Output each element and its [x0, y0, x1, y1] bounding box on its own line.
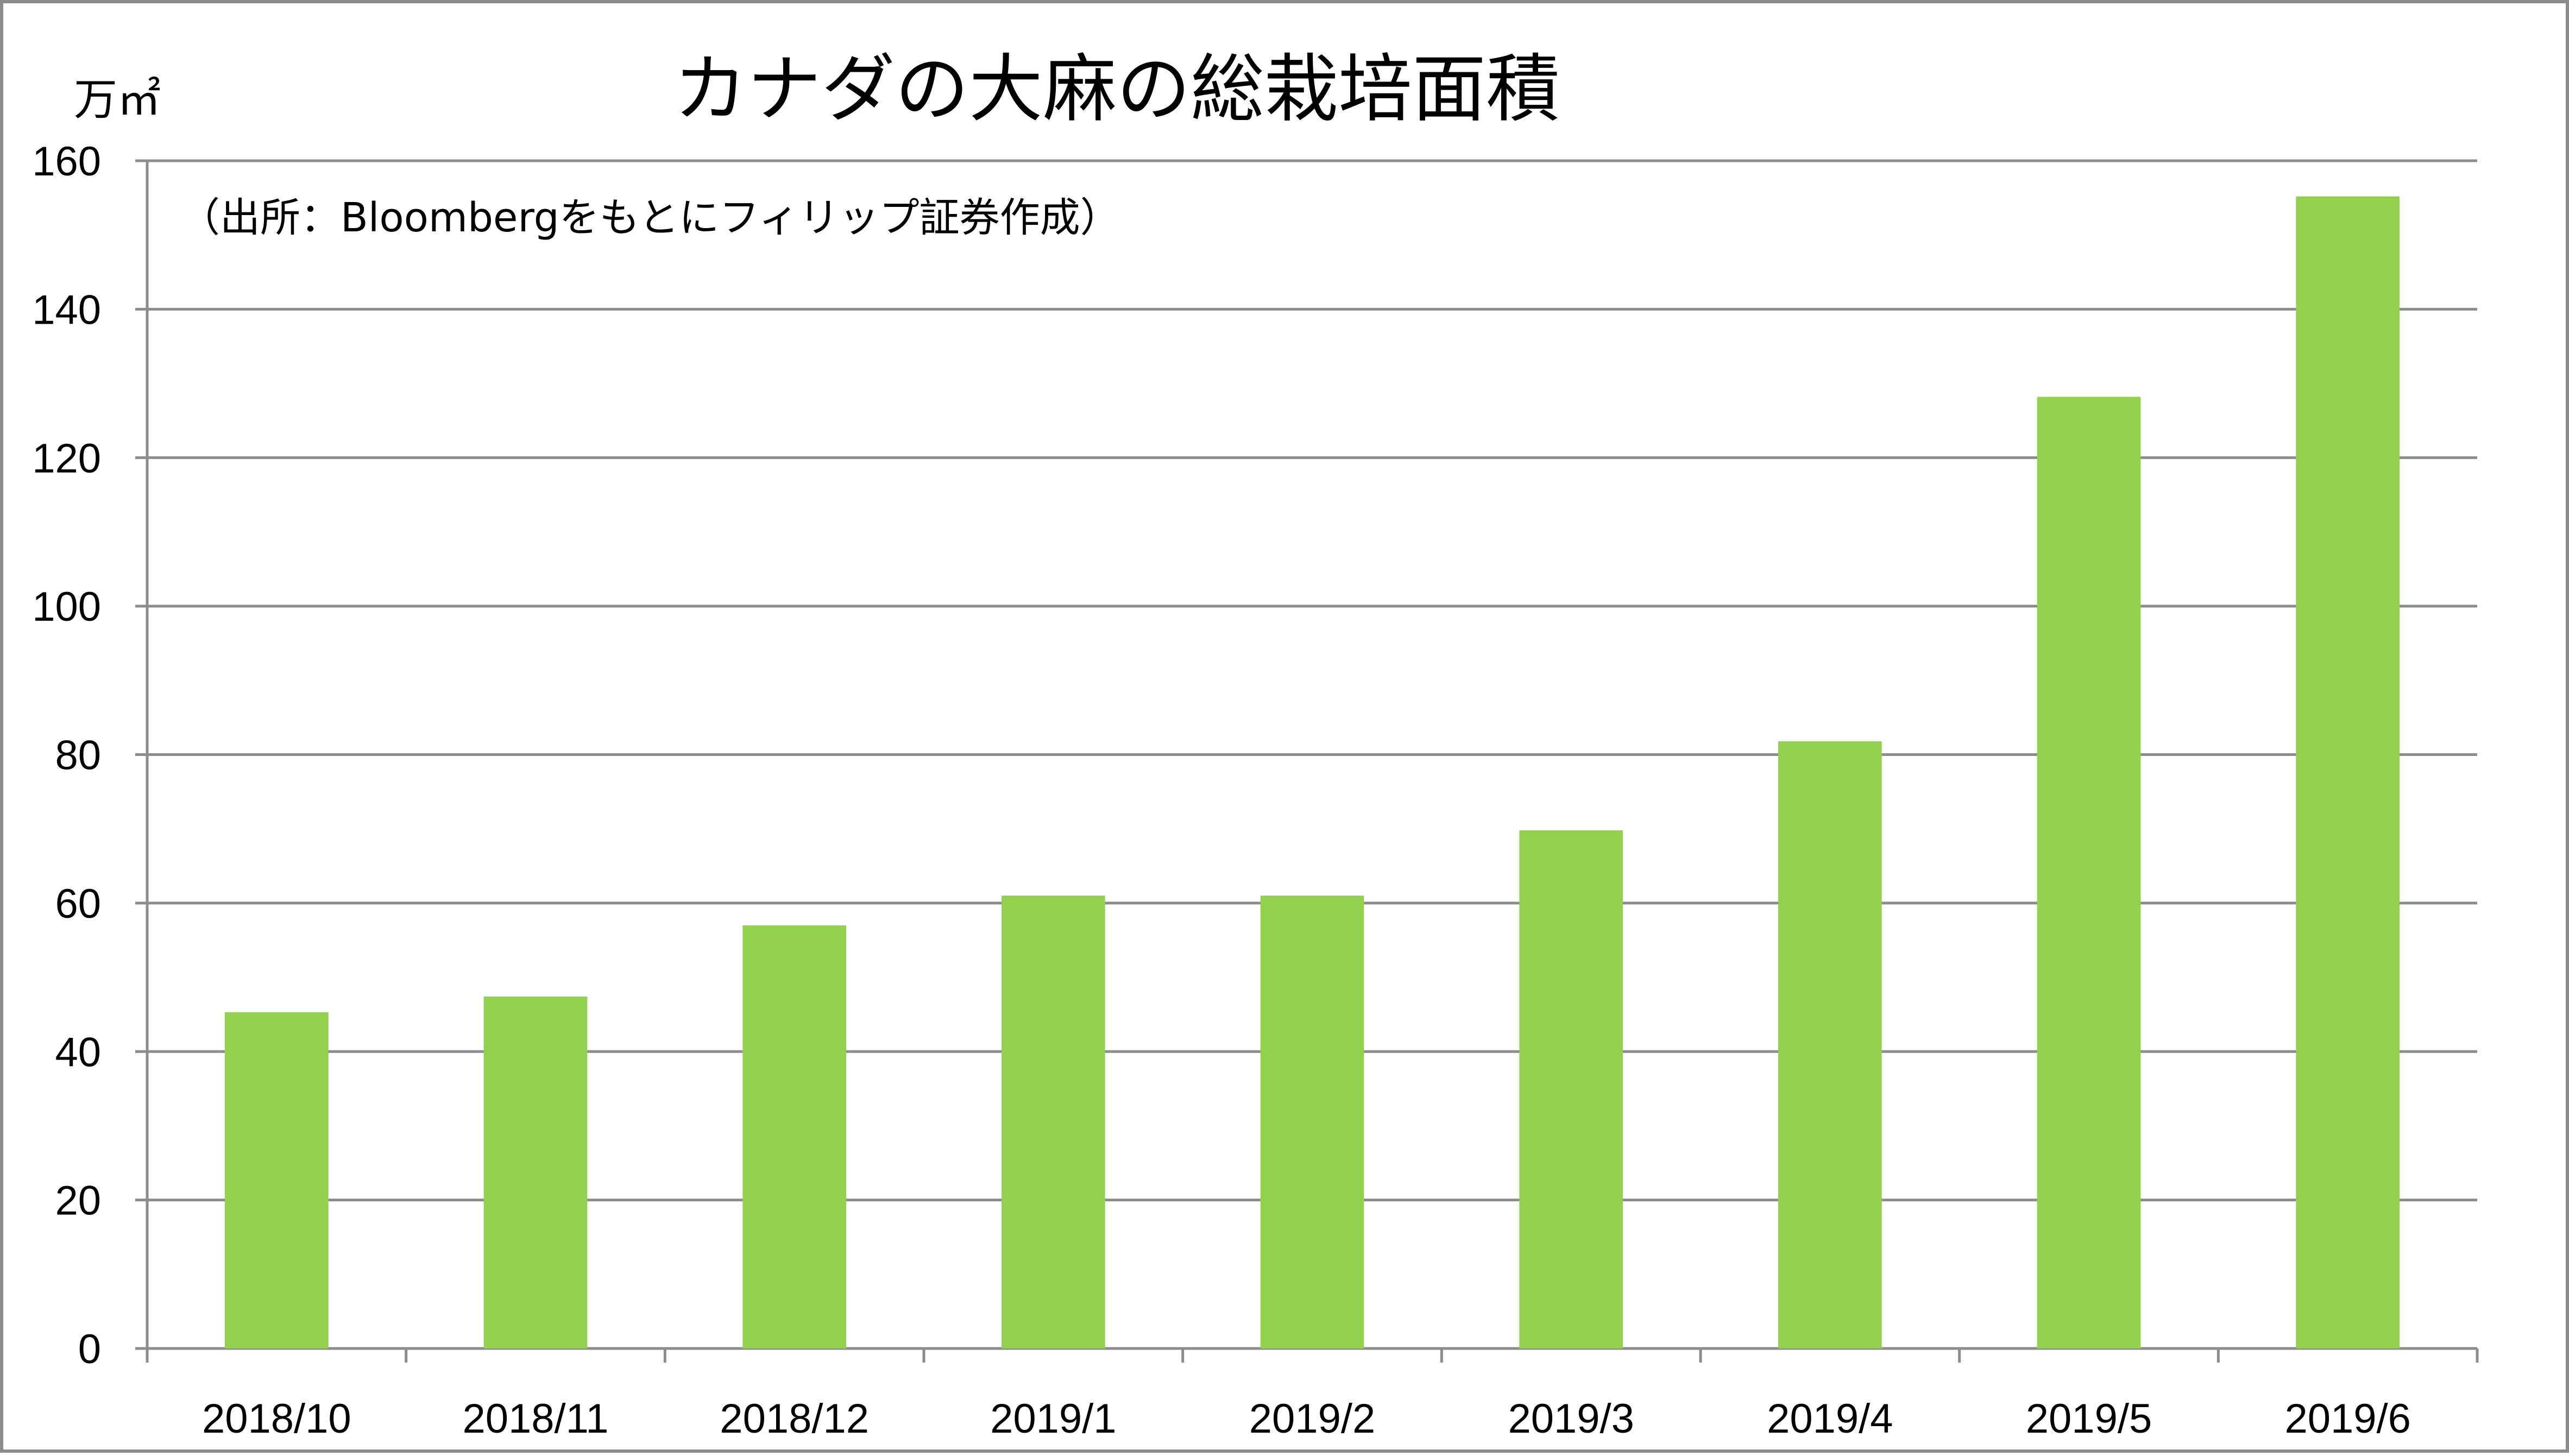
bar-2019-3 [1519, 830, 1623, 1348]
y-tick-label: 80 [55, 733, 101, 779]
y-tick-label: 20 [55, 1178, 101, 1224]
bar-2018-10 [225, 1012, 329, 1348]
x-tick-label: 2018/12 [720, 1396, 869, 1442]
x-tick-label: 2018/10 [202, 1396, 351, 1442]
bar-2019-1 [1002, 896, 1105, 1348]
chart-title: カナダの大麻の総栽培面積 [673, 47, 1560, 133]
bar-2018-11 [483, 997, 588, 1348]
x-tick-label: 2019/2 [1249, 1396, 1375, 1442]
x-tick-label: 2019/6 [2284, 1396, 2410, 1442]
bar-2019-2 [1260, 896, 1364, 1348]
bar-2018-12 [742, 925, 846, 1348]
bars [225, 196, 2400, 1349]
bar-2019-5 [2037, 396, 2141, 1348]
y-tick-labels: 0 20 40 60 80 100 120 140 160 [32, 138, 101, 1372]
x-tick-label: 2019/3 [1508, 1396, 1634, 1442]
y-tick-label: 0 [78, 1326, 101, 1372]
y-tick-label: 140 [32, 287, 101, 333]
x-tick-label: 2019/1 [990, 1396, 1116, 1442]
x-tick-labels: 2018/10 2018/11 2018/12 2019/1 2019/2 2019/3 2… [202, 1396, 2411, 1442]
bar-2019-6 [2296, 196, 2400, 1349]
source-note: （出所：Bloombergをもとにフィリップ証券作成） [180, 194, 1120, 241]
x-tick-label: 2019/4 [1767, 1396, 1893, 1442]
y-tick-label: 40 [55, 1029, 101, 1075]
y-tick-label: 60 [55, 881, 101, 927]
y-tick-label: 160 [32, 138, 101, 185]
y-tick-label: 120 [32, 436, 101, 482]
y-axis-unit-label: 万㎡ [74, 74, 161, 125]
x-tick-label: 2018/11 [462, 1396, 608, 1442]
bar-2019-4 [1778, 741, 1882, 1348]
x-tick-label: 2019/5 [2026, 1396, 2152, 1442]
y-tick-label: 100 [32, 584, 101, 630]
